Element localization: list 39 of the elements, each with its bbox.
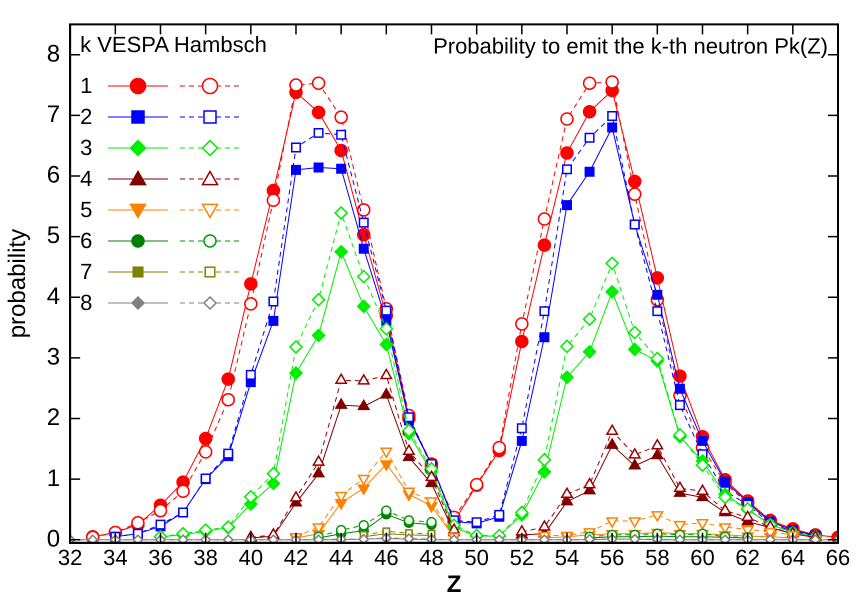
x-tick-label: 34 bbox=[103, 545, 128, 570]
x-tick-label: 66 bbox=[826, 545, 850, 570]
x-tick-label: 36 bbox=[148, 545, 173, 570]
legend-label: 8 bbox=[80, 290, 94, 315]
x-tick-label: 60 bbox=[690, 545, 715, 570]
y-tick-label: 7 bbox=[46, 100, 60, 128]
x-tick-label: 42 bbox=[284, 545, 308, 570]
legend-label: 5 bbox=[80, 196, 94, 222]
x-tick-label: 32 bbox=[58, 545, 82, 570]
y-tick-label: 1 bbox=[46, 464, 60, 492]
x-tick-label: 46 bbox=[374, 545, 399, 570]
legend-title: k VESPA Hambsch bbox=[80, 32, 267, 60]
x-tick-label: 64 bbox=[780, 545, 806, 570]
legend-label: 3 bbox=[80, 134, 94, 160]
legend-label: 6 bbox=[80, 228, 94, 253]
legend-label: 7 bbox=[80, 258, 94, 284]
y-tick-label: 6 bbox=[46, 162, 60, 189]
y-tick-label: 5 bbox=[46, 222, 60, 250]
y-tick-label: 3 bbox=[46, 344, 60, 370]
x-tick-label: 50 bbox=[464, 545, 489, 570]
y-tick-label: 2 bbox=[46, 404, 60, 432]
x-tick-label: 54 bbox=[554, 545, 580, 570]
x-tick-label: 48 bbox=[419, 545, 444, 570]
x-tick-label: 56 bbox=[600, 545, 624, 570]
x-tick-label: 38 bbox=[193, 545, 218, 570]
legend-label: 4 bbox=[80, 166, 94, 191]
legend-label: 2 bbox=[80, 104, 94, 129]
x-axis-title: Z bbox=[446, 571, 462, 598]
x-tick-label: 44 bbox=[328, 545, 354, 570]
y-tick-label: 0 bbox=[46, 525, 60, 552]
x-tick-label: 40 bbox=[238, 545, 264, 570]
x-tick-label: 52 bbox=[510, 545, 534, 570]
y-tick-label: 4 bbox=[46, 282, 60, 310]
y-axis-title: probability bbox=[4, 228, 32, 338]
chart-title: Probability to emit the k-th neutron Pk(Z) bbox=[433, 33, 828, 58]
x-tick-label: 62 bbox=[735, 545, 760, 570]
x-tick-label: 58 bbox=[645, 545, 670, 570]
legend-label: 1 bbox=[80, 72, 94, 98]
y-tick-label: 8 bbox=[46, 40, 60, 68]
